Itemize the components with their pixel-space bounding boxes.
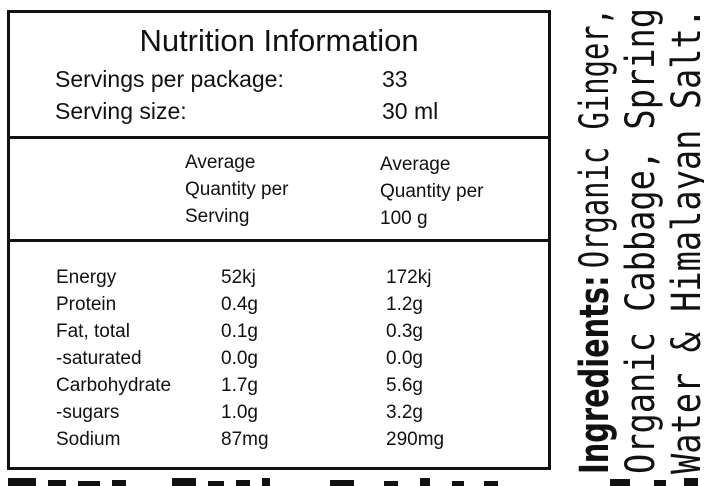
cropped-text-fragments — [8, 478, 698, 486]
nutrient-per-serving: 52kj — [221, 267, 256, 288]
nutrient-per-serving: 87mg — [221, 429, 269, 450]
ingredients-line-3: Water & Himalayan Salt. — [664, 8, 704, 474]
nutrient-per-serving: 0.4g — [221, 294, 258, 315]
text-fragment — [330, 480, 354, 486]
nutrient-name: -sugars — [56, 402, 120, 423]
nutrient-name: Protein — [56, 294, 117, 315]
nutrient-per-100g: 290mg — [386, 429, 445, 450]
text-fragment — [684, 478, 698, 486]
divider-bottom — [10, 239, 548, 242]
nutrient-name: Fat, total — [56, 321, 130, 342]
text-fragment — [48, 480, 66, 486]
header-per-serving-line: Serving — [185, 206, 250, 227]
nutrient-row: -saturated 0.0g 0.0g — [10, 348, 548, 375]
nutrient-per-100g: 0.3g — [386, 321, 423, 342]
serving-size-value: 30 ml — [382, 98, 439, 124]
nutrient-name: -saturated — [56, 348, 142, 369]
nutrient-per-serving: 0.1g — [221, 321, 258, 342]
text-fragment — [172, 478, 196, 486]
text-fragment — [384, 481, 398, 486]
nutrient-name: Sodium — [56, 429, 121, 450]
cropped-text-strip — [0, 476, 706, 486]
header-per-100g-line: Quantity per — [380, 181, 484, 202]
text-fragment — [208, 481, 224, 486]
text-fragment — [452, 481, 464, 486]
nutrient-row: Energy 52kj 172kj — [10, 267, 548, 294]
nutrient-row: -sugars 1.0g 3.2g — [10, 402, 548, 429]
nutrient-per-100g: 172kj — [386, 267, 432, 288]
ingredients-line-2: Organic Cabbage, Spring — [618, 8, 664, 474]
header-per-serving-line: Average — [185, 152, 256, 173]
panel-title: Nutrition Information — [139, 23, 419, 58]
nutrient-per-serving: 1.0g — [221, 402, 258, 423]
nutrient-per-100g: 3.2g — [386, 402, 423, 423]
ingredients-block: Ingredients: Organic Ginger, Organic Cabb… — [566, 8, 706, 474]
text-fragment — [262, 478, 270, 486]
serving-size-label: Serving size: — [55, 98, 187, 124]
nutrient-per-100g: 5.6g — [386, 375, 423, 396]
header-per-100g-line: Average — [380, 154, 451, 175]
header-per-100g-line: 100 g — [380, 208, 428, 229]
text-fragment — [654, 480, 666, 486]
ingredients-line-1-text: Organic Ginger, — [572, 8, 618, 268]
nutrient-per-serving: 1.7g — [221, 375, 258, 396]
text-fragment — [236, 480, 250, 486]
nutrient-row: Sodium 87mg 290mg — [10, 429, 548, 456]
nutrient-per-100g: 0.0g — [386, 348, 423, 369]
divider-top — [10, 136, 548, 139]
servings-per-package-label: Servings per package: — [55, 66, 284, 92]
nutrient-name: Energy — [56, 267, 117, 288]
nutrient-row: Protein 0.4g 1.2g — [10, 294, 548, 321]
nutrient-row: Fat, total 0.1g 0.3g — [10, 321, 548, 348]
ingredients-label: Ingredients: — [572, 275, 618, 474]
text-fragment — [112, 480, 126, 486]
text-fragment — [420, 478, 430, 486]
nutrient-per-100g: 1.2g — [386, 294, 423, 315]
text-fragment — [78, 481, 100, 486]
nutrient-row: Carbohydrate 1.7g 5.6g — [10, 375, 548, 402]
nutrient-name: Carbohydrate — [56, 375, 172, 396]
nutrition-panel: Nutrition Information Servings per packa… — [7, 10, 551, 470]
header-per-serving-line: Quantity per — [185, 179, 289, 200]
servings-per-package-value: 33 — [382, 66, 408, 92]
header-per-100g: Average Quantity per 100 g — [380, 151, 484, 232]
ingredients-line-1: Ingredients: Organic Ginger, — [572, 8, 618, 474]
text-fragment — [8, 478, 36, 486]
text-fragment — [610, 479, 630, 486]
text-fragment — [484, 481, 498, 486]
ingredients-rotated-text: Ingredients: Organic Ginger, Organic Cabb… — [572, 8, 706, 474]
nutrient-per-serving: 0.0g — [221, 348, 258, 369]
header-per-serving: Average Quantity per Serving — [185, 149, 289, 230]
